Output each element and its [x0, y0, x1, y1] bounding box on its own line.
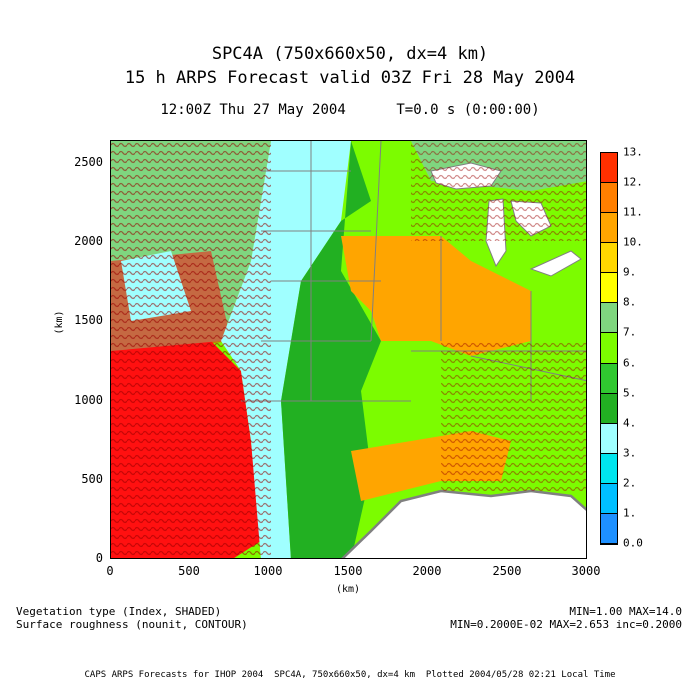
y-tick-label: 2500 — [74, 155, 103, 169]
colorbar-label: 7. — [623, 325, 637, 339]
colorbar-swatch — [601, 303, 617, 334]
colorbar-swatch — [601, 453, 617, 484]
y-tick-label: 0 — [95, 551, 103, 565]
colorbar-swatch — [601, 153, 617, 184]
time-line: 12:00Z Thu 27 May 2004 T=0.0 s (0:00:00) — [160, 102, 540, 118]
x-tick-label: 500 — [178, 564, 200, 578]
colorbar-swatch — [601, 273, 617, 304]
y-tick-label: 500 — [81, 472, 103, 486]
colorbar-swatch — [601, 513, 617, 544]
y-tick-label: 1500 — [74, 313, 103, 327]
roughness-contours-southeast — [441, 341, 586, 491]
colorbar-swatch — [601, 423, 617, 454]
x-axis-label: (km) — [335, 584, 361, 595]
colorbar-label: 11. — [623, 205, 643, 219]
y-axis-label: (km) — [54, 310, 65, 335]
x-tick-label: 0 — [106, 564, 114, 578]
x-tick-label: 3000 — [571, 564, 601, 578]
colorbar-swatch — [601, 393, 617, 424]
contour-min-max: MIN=0.2000E-02 MAX=2.653 inc=0.2000 — [450, 618, 682, 631]
colorbar-label: 4. — [623, 416, 637, 430]
colorbar-swatch — [601, 213, 617, 244]
colorbar-label: 3. — [623, 446, 637, 460]
colorbar-label: 0.0 — [623, 536, 643, 550]
y-tick-label: 2000 — [74, 234, 103, 248]
colorbar-swatch — [601, 363, 617, 394]
x-tick-label: 2500 — [492, 564, 522, 578]
gulf-of-mexico — [343, 491, 586, 558]
colorbar — [600, 152, 618, 545]
colorbar-label: 1. — [623, 506, 637, 520]
colorbar-swatch — [601, 483, 617, 514]
colorbar-label: 8. — [623, 295, 637, 309]
colorbar-label: 2. — [623, 476, 637, 490]
lake-erie — [529, 250, 582, 277]
title-line-2: 15 h ARPS Forecast valid 03Z Fri 28 May … — [124, 68, 576, 88]
title-line-1: SPC4A (750x660x50, dx=4 km) — [211, 44, 489, 64]
roughness-contours-west — [111, 141, 271, 558]
x-tick-label: 1000 — [253, 564, 283, 578]
colorbar-label: 12. — [623, 175, 643, 189]
region-cropland-north — [341, 236, 531, 356]
colorbar-label: 6. — [623, 356, 637, 370]
shaded-min-max: MIN=1.00 MAX=14.0 — [569, 605, 682, 618]
colorbar-swatch — [601, 183, 617, 214]
gulf-coastline — [341, 489, 586, 558]
x-tick-label: 2000 — [412, 564, 442, 578]
shaded-field-label: Vegetation type (Index, SHADED) — [16, 605, 222, 618]
map-plot[interactable] — [110, 140, 587, 559]
x-tick-label: 1500 — [333, 564, 363, 578]
colorbar-label: 5. — [623, 386, 637, 400]
colorbar-label: 13. — [623, 145, 643, 159]
vegetation-map — [111, 141, 586, 558]
colorbar-swatch — [601, 243, 617, 274]
contour-field-label: Surface roughness (nounit, CONTOUR) — [16, 618, 248, 631]
colorbar-label: 10. — [623, 235, 643, 249]
y-tick-label: 1000 — [74, 393, 103, 407]
roughness-contours-northeast — [411, 141, 586, 241]
colorbar-label: 9. — [623, 265, 637, 279]
footer-credit: CAPS ARPS Forecasts for IHOP 2004 SPC4A,… — [84, 670, 616, 680]
colorbar-swatch — [601, 333, 617, 364]
